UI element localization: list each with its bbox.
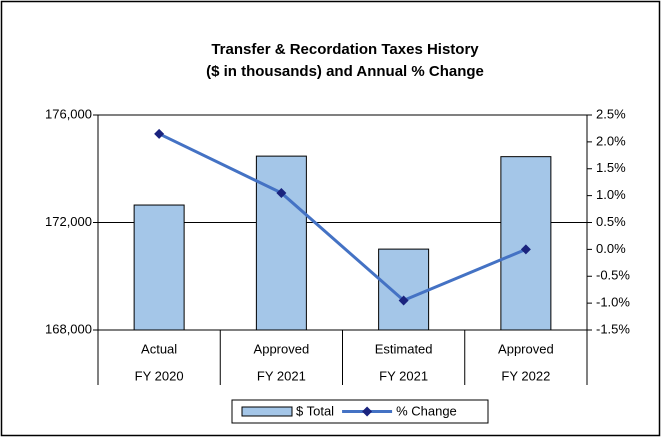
y-tick-label: 168,000 <box>45 321 92 336</box>
x-tick-label: FY 2022 <box>501 368 550 383</box>
legend-label: % Change <box>396 403 457 418</box>
x-tick-label: FY 2021 <box>379 368 428 383</box>
y2-tick-label: 1.0% <box>596 187 626 202</box>
marker <box>520 244 531 255</box>
y2-tick-label: 2.5% <box>596 106 626 121</box>
x-tick-label: Estimated <box>375 341 433 356</box>
x-tick-label: FY 2020 <box>135 368 184 383</box>
y2-tick-label: -0.5% <box>596 268 630 283</box>
y2-tick-label: 1.5% <box>596 160 626 175</box>
bar <box>378 248 430 331</box>
marker <box>398 295 409 306</box>
marker <box>276 187 287 198</box>
chart-title: Transfer & Recordation Taxes History <box>211 41 479 58</box>
x-tick-label: Actual <box>141 341 177 356</box>
bar <box>255 155 307 331</box>
chart-title: ($ in thousands) and Annual % Change <box>206 63 484 80</box>
marker <box>154 128 165 139</box>
y-tick-label: 172,000 <box>45 214 92 229</box>
bar <box>500 156 552 331</box>
legend-label: $ Total <box>296 403 334 418</box>
bar <box>133 204 185 331</box>
x-tick-label: FY 2021 <box>257 368 306 383</box>
y2-tick-label: 0.5% <box>596 214 626 229</box>
legend-marker <box>362 406 373 417</box>
y2-tick-label: 0.0% <box>596 241 626 256</box>
legend-swatch <box>241 406 293 417</box>
y-tick-label: 176,000 <box>45 106 92 121</box>
x-tick-label: Approved <box>254 341 310 356</box>
y2-tick-label: -1.5% <box>596 321 630 336</box>
y2-tick-label: -1.0% <box>596 295 630 310</box>
line <box>158 132 527 303</box>
y2-tick-label: 2.0% <box>596 133 626 148</box>
x-tick-label: Approved <box>498 341 554 356</box>
